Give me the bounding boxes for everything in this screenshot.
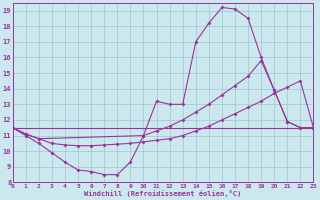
X-axis label: Windchill (Refroidissement éolien,°C): Windchill (Refroidissement éolien,°C) [84,190,242,197]
